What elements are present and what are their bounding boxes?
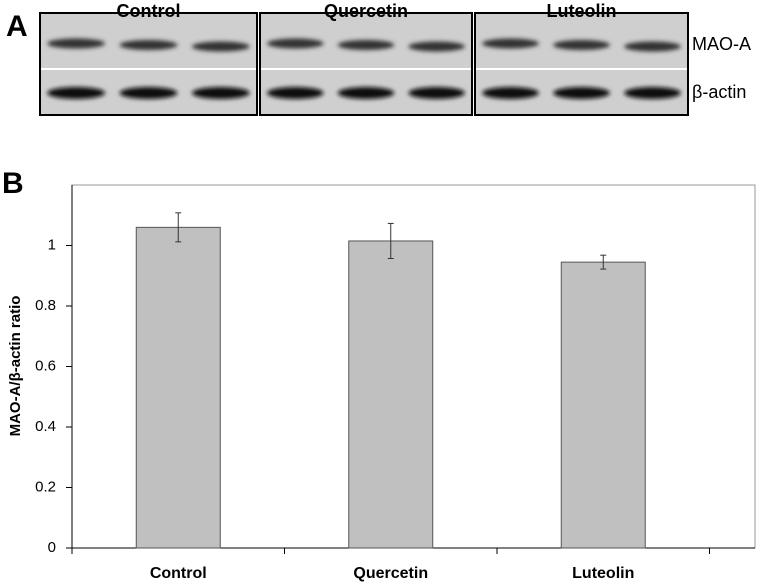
lane-divider [41, 68, 256, 70]
y-tick-label: 0.2 [35, 478, 56, 495]
blot-background [474, 12, 689, 116]
western-blot: Control Quercetin Luteolin MAO-A β-actin [39, 1, 751, 116]
band [624, 87, 681, 99]
x-tick-label: Quercetin [353, 565, 428, 582]
band [553, 40, 610, 50]
group-label: Luteolin [547, 1, 617, 21]
band [337, 40, 395, 50]
y-tick-label: 1 [48, 236, 56, 253]
bar [560, 261, 646, 549]
y-tick-label: 0.6 [35, 357, 56, 374]
band [624, 41, 681, 52]
error-bar [600, 254, 607, 270]
row-label: MAO-A [692, 34, 751, 54]
y-tick-label: 0.8 [35, 297, 56, 314]
panel-label: B [2, 167, 24, 200]
band [47, 38, 106, 49]
band [553, 87, 610, 99]
band [47, 87, 106, 99]
band [119, 87, 178, 99]
lane-divider [476, 68, 687, 70]
x-tick-label: Control [150, 565, 207, 582]
blot-background [39, 12, 258, 116]
blot-background [259, 12, 473, 116]
band [191, 87, 250, 99]
band [337, 87, 395, 99]
band [482, 38, 539, 49]
group-label: Quercetin [324, 1, 408, 21]
y-tick-label: 0.4 [35, 418, 56, 435]
bar [135, 226, 221, 549]
bar-chart: 0 0.2 0.4 0.6 0.8 1 Control Quercetin Luteolin [35, 184, 756, 582]
band [482, 87, 539, 99]
y-tick-label: 0 [48, 539, 56, 556]
row-label: β-actin [692, 82, 746, 102]
error-bar [387, 222, 394, 260]
band [267, 38, 324, 49]
x-tick-label: Luteolin [572, 565, 634, 582]
panel-label: A [6, 10, 28, 43]
band [408, 41, 465, 52]
band [119, 40, 178, 50]
band [267, 87, 324, 99]
y-axis-label: MAO-A/β-actin ratio [7, 296, 24, 437]
band [191, 41, 250, 52]
lane-divider [261, 68, 471, 70]
band [408, 87, 465, 99]
error-bar [175, 212, 182, 243]
group-label: Control [117, 1, 181, 21]
bar [348, 240, 434, 549]
